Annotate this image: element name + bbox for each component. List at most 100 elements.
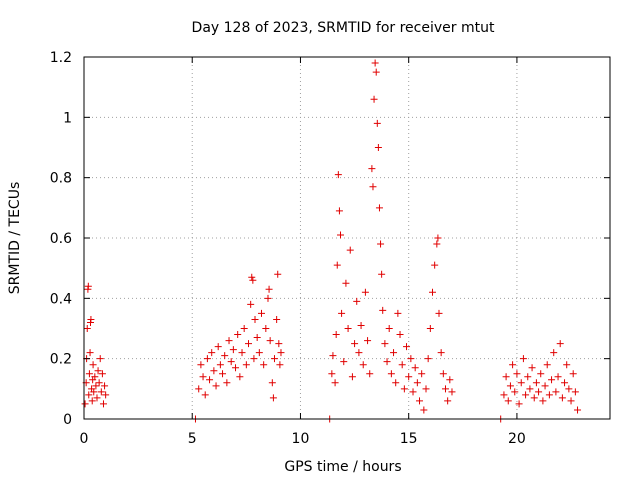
data-point — [394, 309, 402, 317]
data-point — [206, 376, 214, 384]
data-point — [504, 397, 512, 405]
data-point — [210, 367, 218, 375]
data-point — [229, 346, 237, 354]
data-point — [270, 355, 278, 363]
data-point — [348, 373, 356, 381]
data-point — [333, 261, 341, 269]
data-point — [519, 355, 527, 363]
data-point — [563, 361, 571, 369]
data-point — [441, 385, 449, 393]
data-point — [515, 400, 523, 408]
x-tick-label: 10 — [292, 431, 310, 447]
data-point — [379, 306, 387, 314]
data-point — [219, 370, 227, 378]
data-point — [212, 382, 220, 390]
data-point — [335, 207, 343, 215]
data-point — [377, 240, 385, 248]
data-point — [197, 361, 205, 369]
data-point — [269, 394, 277, 402]
data-point — [328, 370, 336, 378]
data-point — [387, 370, 395, 378]
data-point — [86, 349, 94, 357]
data-point — [89, 361, 97, 369]
data-point — [357, 321, 365, 329]
data-point — [574, 406, 582, 414]
data-point — [199, 373, 207, 381]
y-tick-label: 0.4 — [50, 291, 72, 307]
data-point — [247, 300, 255, 308]
data-point — [550, 349, 558, 357]
data-point — [355, 349, 363, 357]
data-point — [236, 373, 244, 381]
y-tick-label: 0.6 — [50, 231, 72, 247]
data-point — [437, 349, 445, 357]
data-point — [266, 337, 274, 345]
data-point — [411, 364, 419, 372]
data-point — [385, 325, 393, 332]
data-point — [273, 315, 281, 323]
data-point — [426, 325, 434, 332]
data-point — [422, 385, 430, 393]
data-point — [225, 337, 233, 345]
data-point — [400, 385, 408, 393]
data-point — [275, 340, 283, 348]
data-point — [214, 343, 222, 351]
data-point — [98, 370, 106, 378]
data-point — [364, 337, 372, 345]
data-point — [418, 370, 426, 378]
data-point — [234, 331, 242, 339]
data-point — [329, 352, 337, 360]
data-point — [530, 394, 538, 402]
y-tick-label: 0.2 — [50, 352, 72, 368]
data-point — [250, 355, 258, 363]
data-point — [359, 361, 367, 369]
data-point — [409, 388, 417, 396]
data-point — [276, 361, 284, 369]
data-point — [81, 400, 89, 408]
x-tick-label: 0 — [80, 431, 89, 447]
data-point — [96, 355, 104, 363]
data-point — [378, 270, 386, 278]
data-point — [424, 355, 432, 363]
data-point — [369, 183, 377, 191]
data-point — [517, 379, 525, 387]
data-point — [257, 309, 265, 317]
data-point — [446, 376, 454, 384]
data-point — [541, 382, 549, 390]
data-point — [353, 297, 361, 305]
data-point — [238, 349, 246, 357]
data-point — [91, 373, 99, 381]
data-point — [429, 288, 437, 296]
data-point — [242, 361, 250, 369]
data-point — [556, 340, 564, 348]
data-point — [221, 352, 229, 360]
data-point — [223, 379, 231, 387]
data-point — [390, 349, 398, 357]
data-point — [84, 282, 92, 290]
data-point — [434, 234, 442, 242]
data-point — [528, 364, 536, 372]
chart-title: Day 128 of 2023, SRMTID for receiver mtu… — [192, 20, 495, 36]
data-point — [539, 397, 547, 405]
data-point — [340, 358, 348, 366]
data-point — [361, 288, 369, 296]
data-point — [245, 340, 253, 348]
data-point — [561, 379, 569, 387]
data-point — [522, 391, 530, 399]
y-axis-label: SRMTID / TECUs — [7, 182, 23, 295]
data-point — [102, 391, 110, 399]
data-point — [567, 397, 575, 405]
data-point — [337, 231, 345, 239]
y-tick-label: 1 — [63, 110, 72, 126]
data-point — [368, 165, 376, 173]
data-point — [251, 315, 259, 323]
data-point — [371, 59, 379, 67]
x-tick-label: 15 — [400, 431, 418, 447]
data-point — [513, 370, 521, 378]
data-point — [277, 349, 285, 357]
data-point — [255, 349, 263, 357]
data-point — [375, 204, 383, 212]
data-point — [416, 397, 424, 405]
data-point — [83, 325, 91, 332]
